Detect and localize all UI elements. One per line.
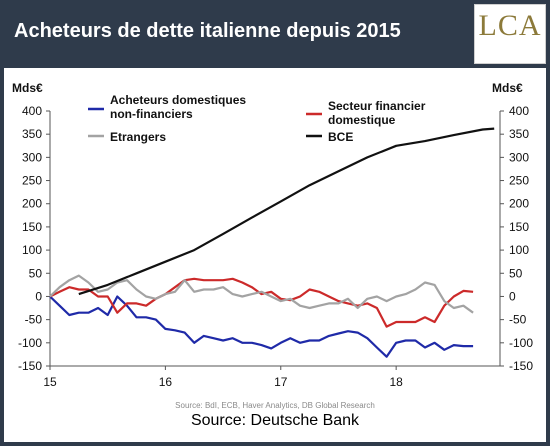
- y-tick-label-left: 100: [22, 243, 42, 257]
- series-line-1: [49, 295, 474, 358]
- plot-area: 400 400 350 350 300 300 250 250 200 200 150 150 100 1…: [4, 68, 546, 442]
- y-tick-label-right: 0: [509, 289, 516, 303]
- y-tick-label-right: 350: [509, 127, 529, 141]
- y-tick-label-left: 150: [22, 220, 42, 234]
- legend-label-line: Secteur financier: [328, 99, 426, 113]
- y-tick-label-left: -150: [18, 359, 42, 373]
- legend-label-2: Secteur financier domestique: [328, 99, 426, 127]
- series-line-4: [78, 127, 495, 296]
- y-tick-label-left: 200: [22, 197, 42, 211]
- series-line-3: [49, 274, 474, 314]
- source-caption: Source: Deutsche Bank: [190, 412, 360, 429]
- y-tick-label-right: 300: [509, 150, 529, 164]
- y-unit-label-left: Mds€: [12, 81, 43, 95]
- x-tick-label: 18: [389, 375, 403, 389]
- y-tick-label-right: -100: [509, 336, 533, 350]
- legend-label-line: Acheteurs domestiques: [110, 93, 246, 107]
- legend-label-3: Etrangers: [110, 130, 166, 144]
- y-tick-label-left: 300: [22, 150, 42, 164]
- legend-label-line: non-financiers: [110, 107, 193, 121]
- y-tick-label-left: 0: [35, 289, 42, 303]
- lca-logo: LCA: [474, 4, 546, 64]
- chart-title: Acheteurs de dette italienne depuis 2015: [14, 20, 401, 42]
- y-tick-label-left: 350: [22, 127, 42, 141]
- y-tick-label-right: -50: [509, 313, 527, 327]
- y-tick-label-left: -50: [25, 313, 43, 327]
- y-tick-label-right: 150: [509, 220, 529, 234]
- y-tick-label-right: 100: [509, 243, 529, 257]
- y-tick-label-right: 50: [509, 266, 523, 280]
- y-tick-label-left: 50: [29, 266, 43, 280]
- logo-text: LCA: [478, 9, 542, 42]
- legend-label-4: BCE: [328, 130, 353, 144]
- y-tick-label-right: 400: [509, 104, 529, 118]
- y-tick-label-right: 200: [509, 197, 529, 211]
- source-note: Source: BdI, ECB, Haver Analytics, DB Gl…: [175, 401, 375, 410]
- x-tick-label: 15: [43, 375, 57, 389]
- y-tick-label-right: -150: [509, 359, 533, 373]
- series-line-2: [49, 277, 474, 328]
- x-tick-label: 16: [159, 375, 173, 389]
- legend-label-1: Acheteurs domestiques non-financiers: [110, 93, 246, 121]
- y-tick-label-left: 250: [22, 174, 42, 188]
- legend-label-line: domestique: [328, 113, 396, 127]
- y-tick-label-left: 400: [22, 104, 42, 118]
- legend-label-line: Etrangers: [110, 130, 166, 144]
- y-tick-label-right: 250: [509, 174, 529, 188]
- x-tick-label: 17: [274, 375, 288, 389]
- legend-label-line: BCE: [328, 130, 353, 144]
- y-unit-label-right: Mds€: [492, 81, 523, 95]
- y-tick-label-left: -100: [18, 336, 42, 350]
